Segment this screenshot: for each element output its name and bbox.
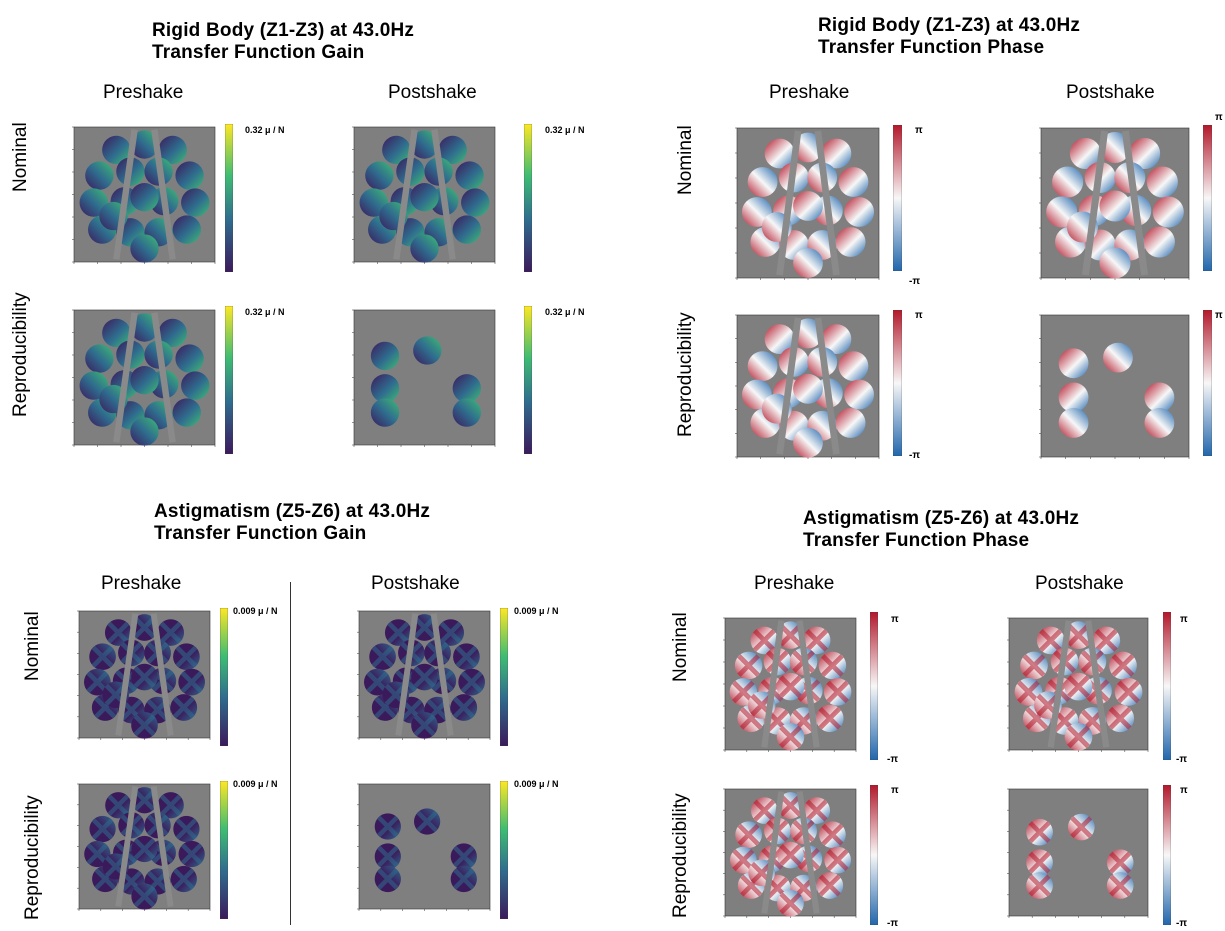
rb-gain-scale-label: 0.32 μ / N: [545, 307, 585, 317]
as-phase-pi-top: π: [1180, 614, 1188, 625]
as-gain-post-nominal-plot: [346, 607, 494, 749]
rb-gain-colorbar: [524, 306, 532, 454]
rb-gain-col-preshake: Preshake: [103, 82, 184, 103]
as-phase-colorbar: [870, 612, 878, 760]
as-phase-post-nominal-plot: [995, 614, 1153, 762]
as-gain-colorbar: [500, 781, 508, 919]
rb-phase-title-line2: Transfer Function Phase: [818, 37, 1045, 58]
rb-gain-row-nominal: Nominal: [10, 122, 31, 192]
as-gain-scale-label: 0.009 μ / N: [233, 779, 278, 789]
rb-gain-colorbar: [225, 124, 233, 272]
as-phase-colorbar: [870, 785, 878, 925]
as-phase-pi-bottom: -π: [887, 918, 898, 929]
rb-phase-colorbar: [893, 125, 902, 271]
as-gain-col-postshake: Postshake: [371, 573, 460, 594]
rb-phase-pi-bottom: -π: [909, 276, 920, 287]
as-gain-colorbar: [500, 608, 508, 746]
rb-phase-pre-repro-plot: [722, 310, 884, 470]
rb-gain-colorbar: [524, 124, 532, 272]
as-gain-scale-label: 0.009 μ / N: [233, 606, 278, 616]
as-phase-title-line1: Astigmatism (Z5-Z6) at 43.0Hz: [803, 508, 1080, 529]
rb-phase-pi-top: π: [915, 310, 923, 321]
panel-divider: [290, 582, 291, 925]
rb-phase-pi-top: π: [1215, 112, 1223, 123]
as-phase-pi-bottom: -π: [887, 754, 898, 765]
rb-gain-col-postshake: Postshake: [388, 82, 477, 103]
as-phase-pre-nominal-plot: [712, 614, 860, 762]
as-gain-row-repro: Reproducibility: [22, 795, 43, 920]
as-gain-post-repro-plot: [346, 780, 494, 920]
rb-phase-pi-bottom: -π: [909, 450, 920, 461]
rb-gain-scale-label: 0.32 μ / N: [545, 125, 585, 135]
rb-gain-title-line2: Transfer Function Gain: [152, 42, 365, 63]
rb-gain-title-line1: Rigid Body (Z1-Z3) at 43.0Hz: [152, 20, 415, 41]
rb-gain-pre-repro-plot: [60, 305, 220, 457]
as-gain-title-line2: Transfer Function Gain: [154, 523, 367, 544]
as-gain-title-line1: Astigmatism (Z5-Z6) at 43.0Hz: [154, 501, 431, 522]
rb-gain-scale-label: 0.32 μ / N: [245, 125, 285, 135]
rb-phase-colorbar: [1203, 310, 1212, 456]
rb-gain-post-nominal-plot: [340, 122, 500, 274]
as-phase-colorbar: [1163, 785, 1171, 925]
as-phase-pi-top: π: [891, 785, 899, 796]
rb-phase-row-nominal: Nominal: [675, 125, 696, 195]
as-gain-scale-label: 0.009 μ / N: [514, 779, 559, 789]
as-gain-pre-repro-plot: [66, 780, 214, 920]
rb-phase-col-postshake: Postshake: [1066, 82, 1155, 103]
rb-gain-scale-label: 0.32 μ / N: [245, 307, 285, 317]
rb-phase-row-repro: Reproducibility: [675, 312, 696, 437]
as-phase-row-repro: Reproducibility: [670, 793, 691, 918]
as-gain-scale-label: 0.009 μ / N: [514, 606, 559, 616]
as-phase-pi-top: π: [891, 614, 899, 625]
rb-phase-pi-top: π: [915, 125, 923, 136]
as-gain-colorbar: [220, 608, 228, 746]
as-gain-col-preshake: Preshake: [101, 573, 182, 594]
rb-phase-pi-top: π: [1215, 310, 1223, 321]
as-phase-title-line2: Transfer Function Phase: [803, 530, 1030, 551]
rb-gain-pre-nominal-plot: [60, 122, 220, 274]
as-phase-pre-repro-plot: [712, 785, 860, 927]
as-phase-pi-bottom: -π: [1176, 754, 1187, 765]
as-gain-pre-nominal-plot: [66, 607, 214, 749]
rb-phase-pre-nominal-plot: [722, 123, 884, 291]
rb-phase-post-nominal-plot: [1026, 123, 1194, 291]
rb-phase-col-preshake: Preshake: [769, 82, 850, 103]
as-gain-colorbar: [220, 781, 228, 919]
rb-phase-post-repro-plot: [1026, 310, 1194, 470]
rb-gain-row-repro: Reproducibility: [10, 292, 31, 417]
rb-phase-colorbar: [1203, 125, 1212, 271]
as-phase-row-nominal: Nominal: [670, 612, 691, 682]
as-phase-pi-bottom: -π: [1176, 918, 1187, 929]
as-phase-col-preshake: Preshake: [754, 573, 835, 594]
rb-gain-colorbar: [225, 306, 233, 454]
rb-phase-colorbar: [893, 310, 902, 456]
rb-gain-post-repro-plot: [340, 305, 500, 457]
as-phase-colorbar: [1163, 612, 1171, 760]
as-phase-pi-top: π: [1180, 785, 1188, 796]
as-phase-col-postshake: Postshake: [1035, 573, 1124, 594]
as-phase-post-repro-plot: [995, 785, 1153, 927]
as-gain-row-nominal: Nominal: [22, 611, 43, 681]
rb-phase-title-line1: Rigid Body (Z1-Z3) at 43.0Hz: [818, 15, 1081, 36]
